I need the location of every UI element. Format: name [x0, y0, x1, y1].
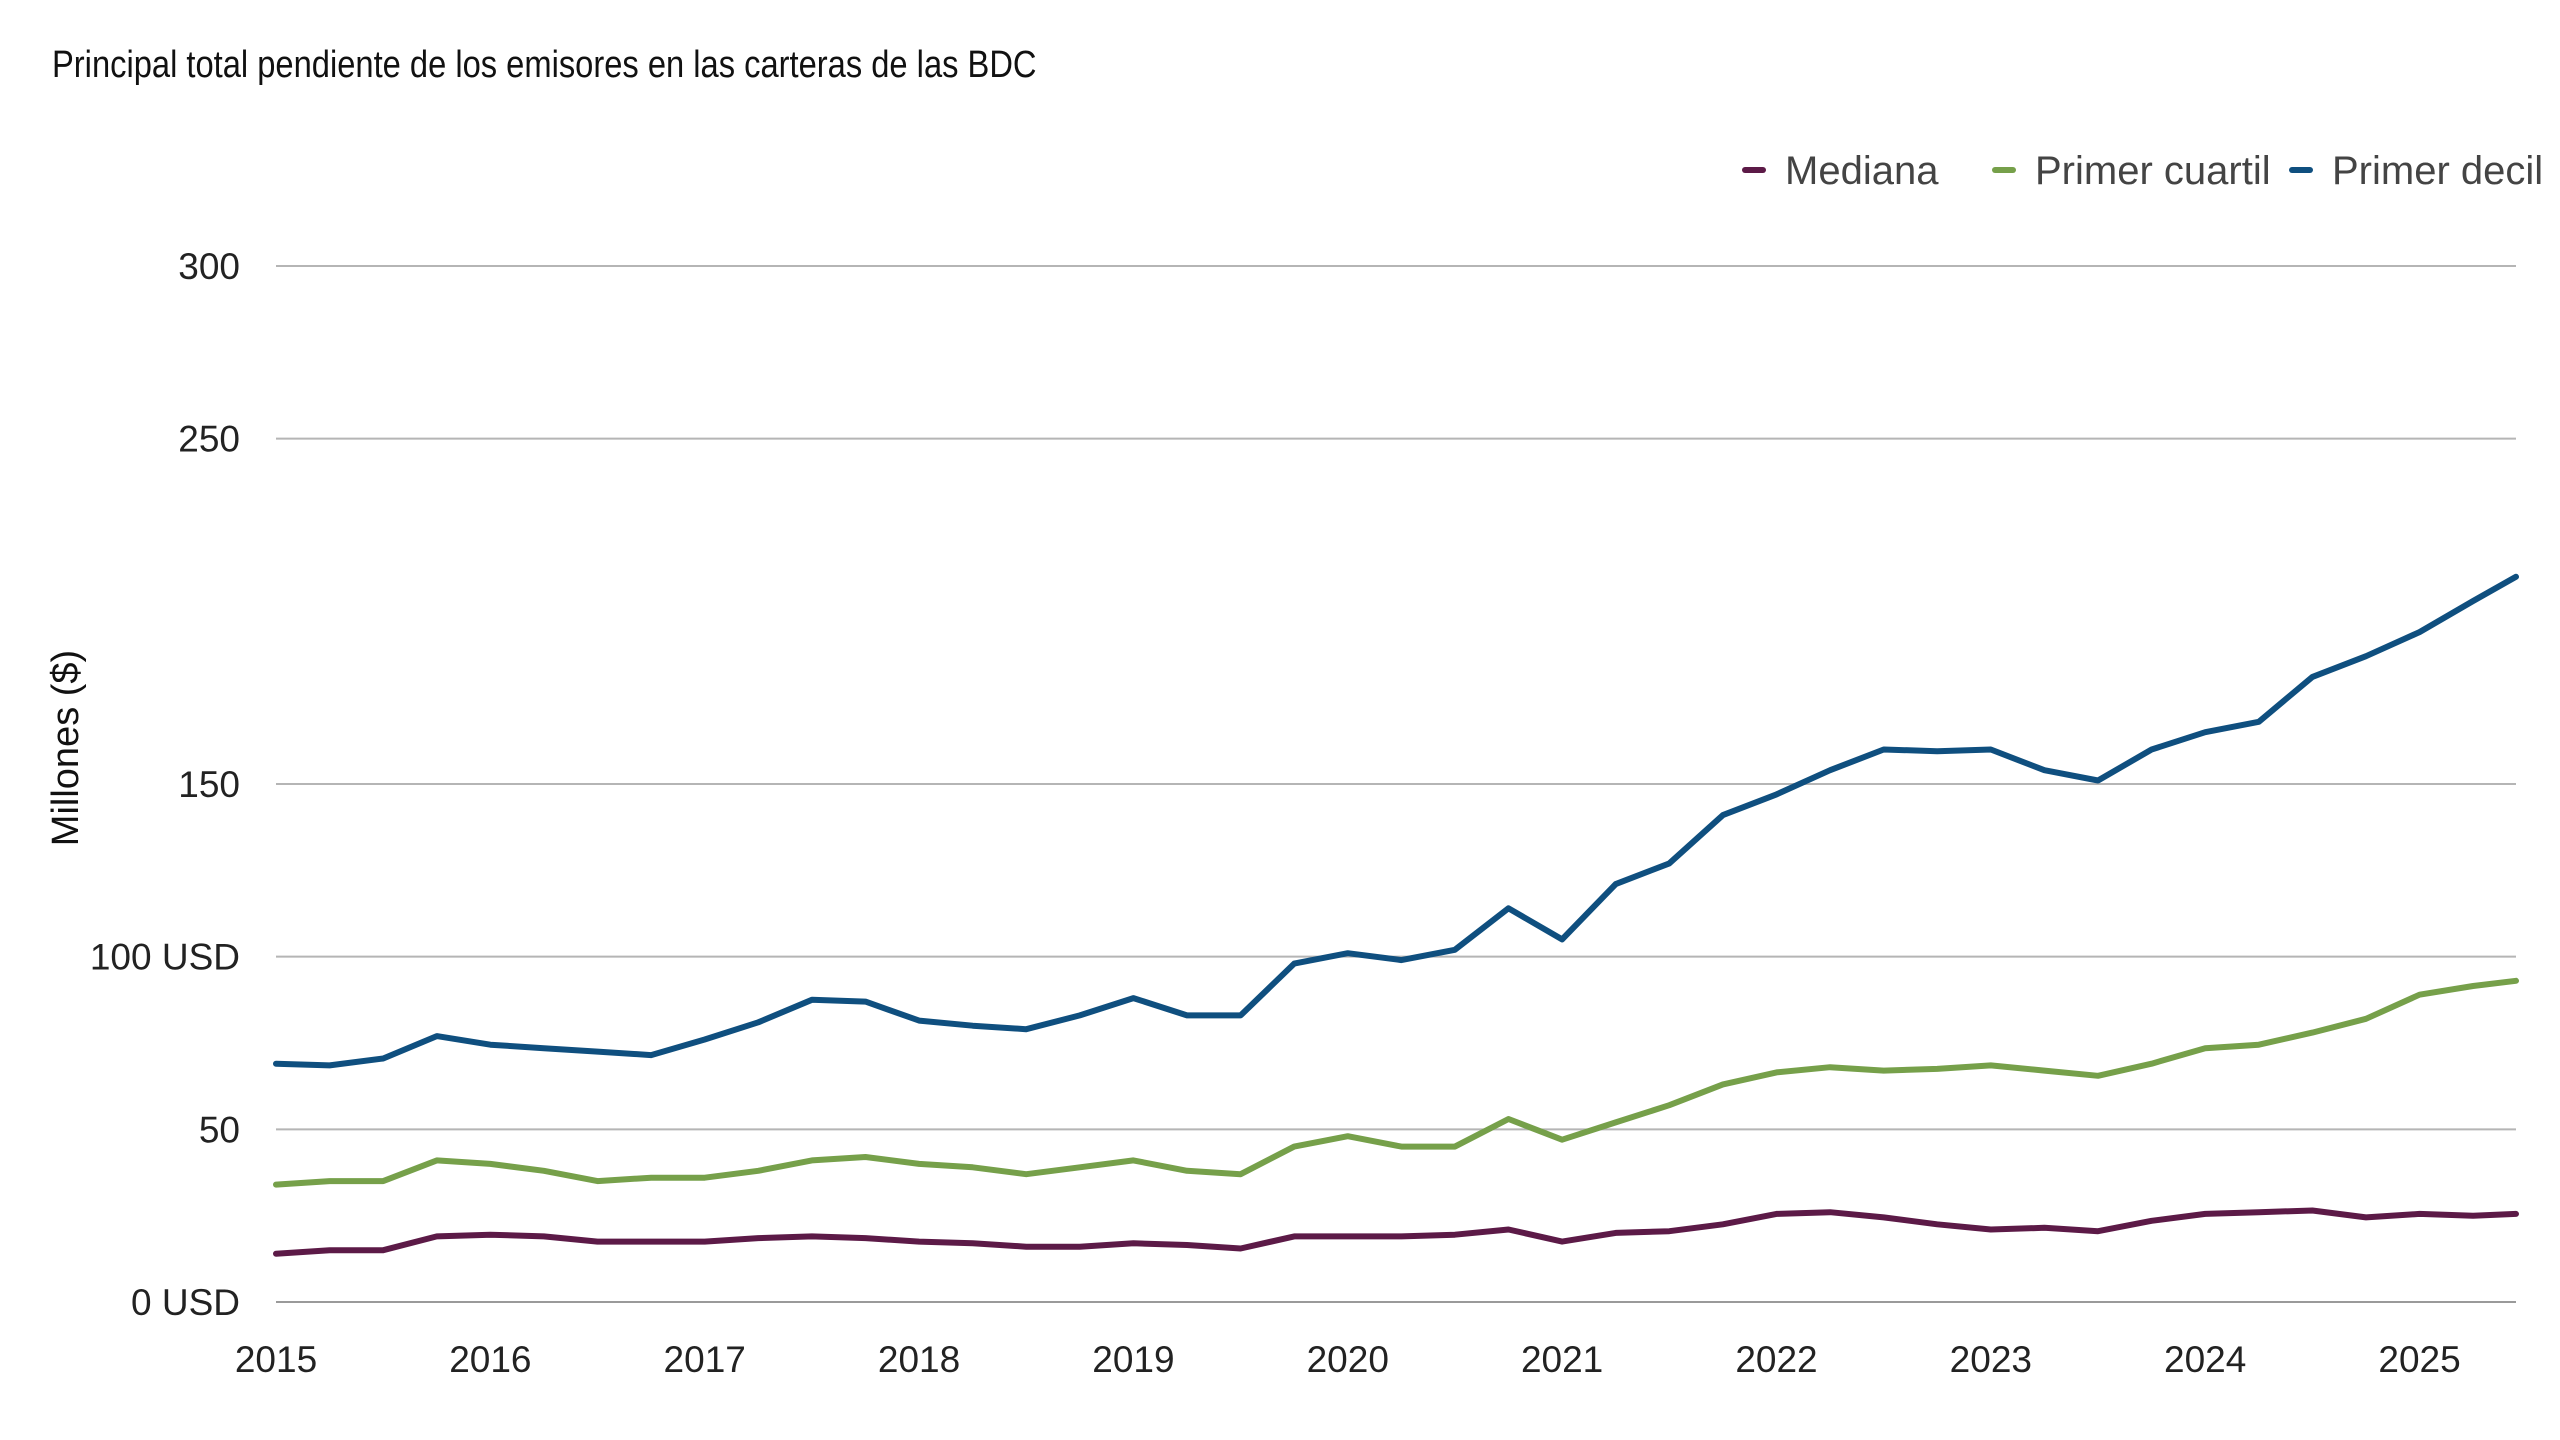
legend: Mediana Primer cuartil Primer decil [1742, 149, 2543, 193]
x-tick-label: 2018 [878, 1339, 960, 1380]
x-tick-label: 2024 [2164, 1339, 2246, 1380]
x-tick-label: 2016 [449, 1339, 531, 1380]
series-line-primer-decil [273, 573, 2519, 1069]
x-tick-label: 2023 [1950, 1339, 2032, 1380]
legend-label: Mediana [1785, 149, 1939, 193]
y-tick-label: 300 [178, 246, 240, 287]
x-tick-label: 2015 [235, 1339, 317, 1380]
legend-label: Primer cuartil [2035, 149, 2271, 193]
x-tick-label: 2021 [1521, 1339, 1603, 1380]
x-tick-label: 2025 [2378, 1339, 2460, 1380]
x-tick-label: 2019 [1092, 1339, 1174, 1380]
y-tick-label: 100 USD [90, 937, 240, 978]
series-lines [273, 573, 2519, 1257]
series-line-mediana [273, 1207, 2519, 1257]
x-axis-tick-labels: 2015 2016 2017 2018 2019 2020 2021 2022 2023 2024… [235, 1339, 2461, 1380]
y-tick-label: 250 [178, 419, 240, 460]
y-axis-tick-labels: 0 USD 50 100 USD 150 250 300 [90, 246, 240, 1323]
x-tick-label: 2022 [1735, 1339, 1817, 1380]
y-tick-label: 50 [199, 1109, 240, 1150]
x-tick-label: 2020 [1307, 1339, 1389, 1380]
legend-label: Primer decil [2332, 149, 2543, 193]
chart-title: Principal total pendiente de los emisore… [52, 44, 1037, 86]
y-tick-label: 150 [178, 764, 240, 805]
series-line-primer-cuartil [273, 977, 2519, 1188]
y-tick-label: 0 USD [131, 1282, 240, 1323]
y-axis-title: Millones ($) [45, 650, 87, 846]
x-tick-label: 2017 [664, 1339, 746, 1380]
